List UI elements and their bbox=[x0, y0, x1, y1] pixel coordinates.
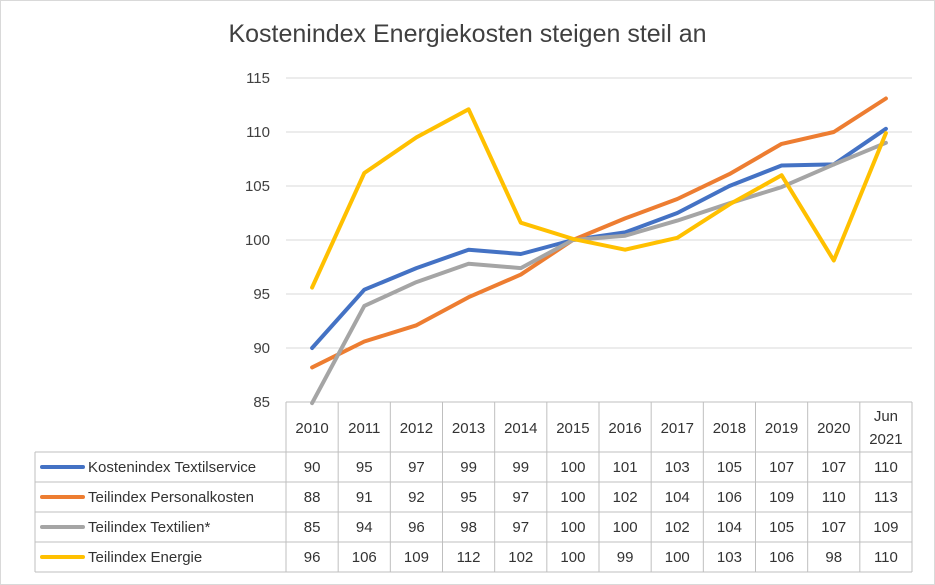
table-value: 104 bbox=[665, 489, 690, 506]
table-value: 112 bbox=[457, 549, 481, 566]
table-value: 96 bbox=[408, 519, 425, 536]
x-category-label: 2011 bbox=[348, 420, 380, 437]
table-value: 109 bbox=[769, 489, 794, 506]
table-value: 105 bbox=[717, 459, 742, 476]
table-value: 104 bbox=[717, 519, 742, 536]
x-category-label: 2012 bbox=[400, 420, 433, 437]
table-value: 92 bbox=[408, 489, 425, 506]
table-value: 102 bbox=[508, 549, 533, 566]
table-value: 99 bbox=[460, 459, 477, 476]
table-value: 107 bbox=[821, 459, 846, 476]
table-value: 100 bbox=[560, 489, 585, 506]
legend-label: Teilindex Personalkosten bbox=[88, 489, 254, 506]
x-category-label: Jun bbox=[874, 408, 898, 425]
table-value: 90 bbox=[304, 459, 321, 476]
y-tick-label: 115 bbox=[246, 70, 270, 87]
table-value: 107 bbox=[769, 459, 794, 476]
table-value: 100 bbox=[560, 519, 585, 536]
table-value: 103 bbox=[717, 549, 742, 566]
table-value: 113 bbox=[874, 489, 898, 506]
table-value: 110 bbox=[874, 459, 898, 476]
table-value: 97 bbox=[408, 459, 425, 476]
table-value: 99 bbox=[512, 459, 529, 476]
y-tick-label: 85 bbox=[253, 394, 270, 411]
x-category-label: 2016 bbox=[608, 420, 641, 437]
y-tick-label: 105 bbox=[245, 178, 270, 195]
x-category-label: 2017 bbox=[661, 420, 694, 437]
table-value: 102 bbox=[613, 489, 638, 506]
table-value: 99 bbox=[617, 549, 634, 566]
y-tick-label: 100 bbox=[245, 232, 270, 249]
table-value: 106 bbox=[769, 549, 794, 566]
table-value: 85 bbox=[304, 519, 321, 536]
table-value: 107 bbox=[821, 519, 846, 536]
table-value: 97 bbox=[512, 519, 529, 536]
legend-label: Teilindex Energie bbox=[88, 549, 202, 566]
table-value: 110 bbox=[822, 489, 846, 506]
table-value: 106 bbox=[352, 549, 377, 566]
table-value: 109 bbox=[404, 549, 429, 566]
series-line bbox=[310, 96, 888, 370]
x-category-label: 2015 bbox=[556, 420, 589, 437]
x-category-label: 2014 bbox=[504, 420, 537, 437]
x-category-label: 2019 bbox=[765, 420, 798, 437]
table-value: 97 bbox=[512, 489, 529, 506]
table-value: 106 bbox=[717, 489, 742, 506]
x-category-label: 2013 bbox=[452, 420, 485, 437]
table-value: 100 bbox=[560, 549, 585, 566]
table-value: 96 bbox=[304, 549, 321, 566]
table-value: 102 bbox=[665, 519, 690, 536]
table-value: 100 bbox=[613, 519, 638, 536]
table-value: 101 bbox=[613, 459, 638, 476]
table-value: 100 bbox=[560, 459, 585, 476]
series-line bbox=[310, 107, 888, 290]
y-tick-label: 90 bbox=[253, 340, 270, 357]
table-value: 98 bbox=[825, 549, 842, 566]
table-value: 103 bbox=[665, 459, 690, 476]
table-value: 110 bbox=[874, 549, 898, 566]
table-value: 95 bbox=[460, 489, 477, 506]
table-value: 95 bbox=[356, 459, 373, 476]
table-value: 88 bbox=[304, 489, 321, 506]
table-value: 98 bbox=[460, 519, 477, 536]
table-value: 91 bbox=[356, 489, 373, 506]
legend-label: Kostenindex Textilservice bbox=[88, 459, 256, 476]
table-value: 109 bbox=[873, 519, 898, 536]
table-value: 100 bbox=[665, 549, 690, 566]
legend-label: Teilindex Textilien* bbox=[88, 519, 210, 536]
x-category-label: 2021 bbox=[869, 431, 902, 448]
x-category-label: 2010 bbox=[295, 420, 328, 437]
x-category-label: 2018 bbox=[713, 420, 746, 437]
y-tick-label: 95 bbox=[253, 286, 270, 303]
y-tick-label: 110 bbox=[246, 124, 270, 141]
table-value: 94 bbox=[356, 519, 373, 536]
table-value: 105 bbox=[769, 519, 794, 536]
chart-title: Kostenindex Energiekosten steigen steil … bbox=[228, 20, 707, 48]
series-line bbox=[310, 140, 888, 406]
x-category-label: 2020 bbox=[817, 420, 850, 437]
